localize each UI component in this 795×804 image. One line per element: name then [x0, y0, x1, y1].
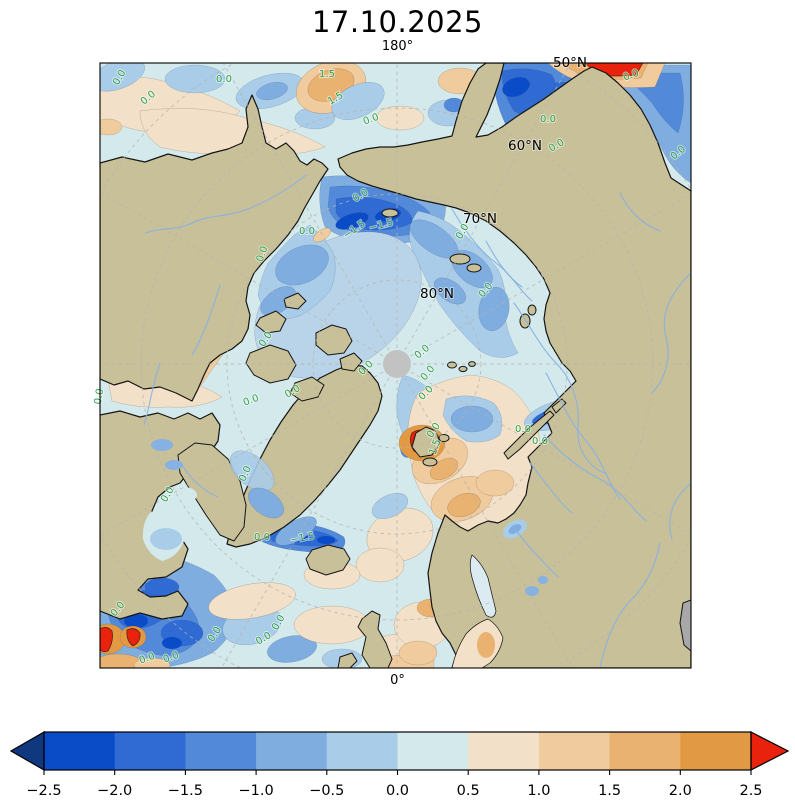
pole-marker: [383, 350, 411, 378]
meridian-line: [220, 377, 390, 668]
land-novaya-zemlya: [503, 410, 555, 460]
contour-label: 0.0: [622, 68, 641, 84]
meridian-line: [222, 63, 390, 351]
rivers: [143, 174, 691, 668]
colorbar-segment: [538, 732, 611, 770]
contour-label: 1.5: [319, 69, 335, 80]
colorbar-under-arrow: [9, 730, 45, 772]
colorbar-segment: [326, 732, 399, 770]
colorbar-tick-label: −0.5: [309, 783, 344, 799]
contour-label: 0.0: [540, 114, 556, 125]
meridian-line: [404, 377, 574, 668]
colorbar-segment: [680, 732, 752, 770]
colorbar-tick-label: 2.5: [739, 783, 762, 799]
contour-label: 0.0: [254, 532, 270, 543]
land-svalbard: [411, 426, 441, 458]
contour-label: 0.0: [532, 436, 548, 447]
colorbar-segment: [609, 732, 681, 770]
meridian-line: [100, 371, 384, 536]
land-north-america: [100, 94, 329, 402]
latitude-label: 60°N: [508, 138, 542, 154]
colorbar-segment: [44, 732, 116, 770]
latitude-label: 80°N: [420, 286, 454, 302]
meridian-line: [410, 193, 691, 357]
bottom-meridian-label: 0°: [390, 673, 405, 688]
colorbar-tick-label: 1.5: [598, 783, 621, 799]
colorbar-over-arrow: [750, 731, 790, 771]
map-frame: [99, 62, 692, 669]
top-meridian-label: 180°: [381, 39, 414, 54]
colorbar-tick-label: 2.0: [669, 783, 692, 799]
meridian-line: [100, 192, 384, 357]
colorbar-tick-label: −1.5: [168, 783, 203, 799]
colorbar-tick-label: −2.0: [97, 783, 132, 799]
land-britain: [357, 610, 393, 668]
colorbar-segment: [468, 732, 540, 770]
colorbar-segment: [397, 732, 469, 770]
meridian-line: [410, 371, 691, 535]
meridian-line: [404, 63, 572, 351]
colorbar-tick-label: 0.0: [386, 783, 409, 799]
colorbar-tick-label: 1.0: [527, 783, 550, 799]
colorbar-segment: [185, 732, 257, 770]
contour-label: 0.0: [515, 424, 531, 435]
inner-waters: [142, 439, 548, 668]
colorbar-tick-label: 0.5: [457, 783, 480, 799]
colorbar-segment: [114, 732, 186, 770]
colorbar-tick-label: −2.5: [26, 783, 61, 799]
colorbar-tick-label: −1.0: [238, 783, 273, 799]
figure-title: 17.10.2025: [311, 5, 484, 39]
contour-label: −1.5: [290, 531, 316, 546]
land-iceland: [305, 544, 351, 576]
contour-label: 0.0: [299, 226, 315, 237]
contour-label: 0.0: [242, 393, 261, 409]
colorbar-segment: [256, 732, 328, 770]
colorbar: −2.5 −2.0 −1.5 −1.0 −0.5 0.0 0.5 1.0 1.5 2.0 2.5: [9, 730, 790, 799]
contour-label: 0.0: [216, 74, 232, 85]
latitude-label: 70°N: [463, 211, 497, 227]
colorbar-ticks: −2.5 −2.0 −1.5 −1.0 −0.5 0.0 0.5 1.0 1.5 2.0 2.5: [26, 770, 763, 799]
